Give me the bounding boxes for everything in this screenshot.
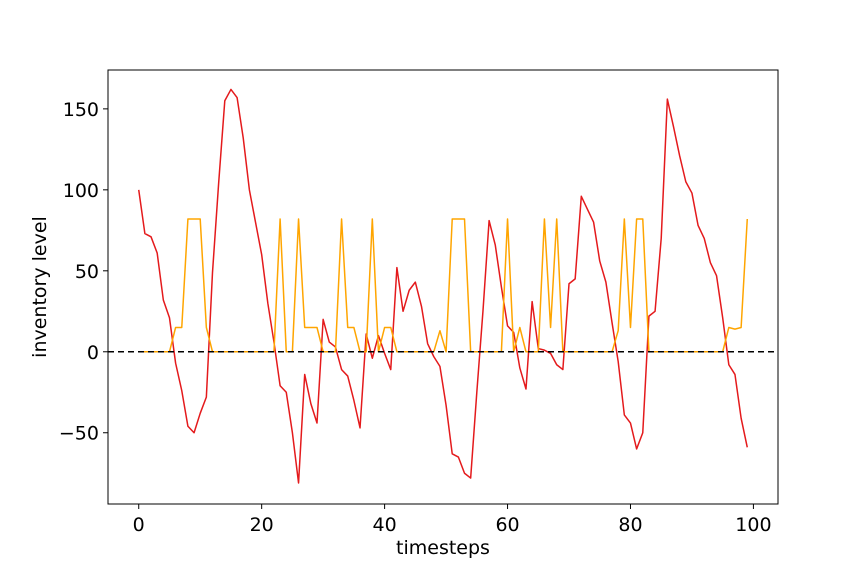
x-axis-label: timesteps	[396, 537, 490, 559]
y-tick-label: −50	[59, 423, 99, 445]
y-tick-label: 0	[87, 342, 99, 364]
ticks-layer: 0 20 40 60 80 100 −50 0 50 100 150	[59, 99, 772, 536]
x-tick-label: 0	[133, 514, 145, 536]
x-tick-label: 60	[495, 514, 519, 536]
x-tick-label: 20	[250, 514, 274, 536]
x-tick-label: 40	[373, 514, 397, 536]
y-tick-label: 150	[63, 99, 99, 121]
y-tick-label: 50	[75, 261, 99, 283]
plot-frame	[107, 69, 779, 505]
x-tick-label: 100	[735, 514, 771, 536]
x-tick-label: 80	[618, 514, 642, 536]
y-axis-label: inventory level	[29, 216, 51, 358]
series-line-1	[137, 88, 749, 484]
y-tick-label: 100	[63, 180, 99, 202]
